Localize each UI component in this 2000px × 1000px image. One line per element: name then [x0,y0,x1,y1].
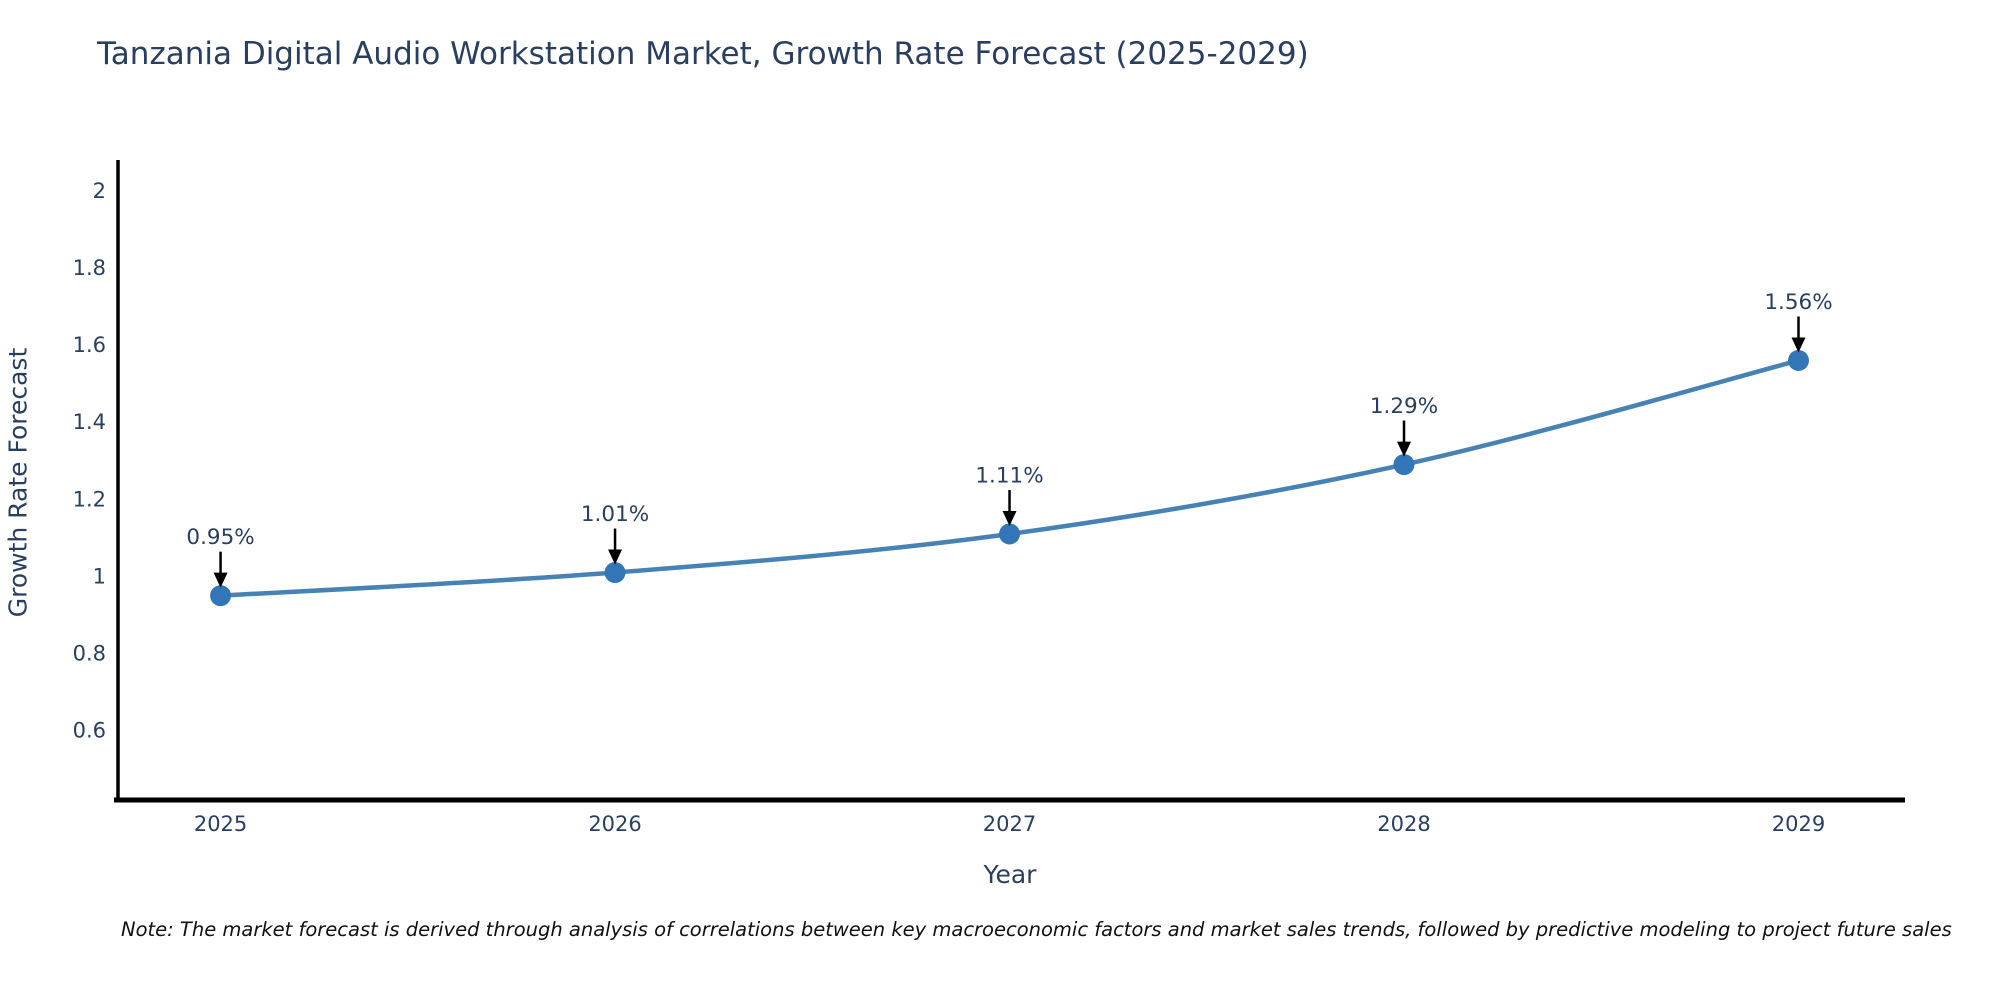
x-tick-label: 2028 [1377,812,1430,836]
x-tick-label: 2029 [1772,812,1825,836]
y-tick-label: 1.4 [73,410,106,434]
annotation-label: 0.95% [186,525,254,550]
x-tick-label: 2025 [194,812,247,836]
footnote: Note: The market forecast is derived thr… [121,918,1952,941]
annotation-label: 1.01% [581,502,649,527]
data-point-marker [999,523,1021,545]
annotation-arrow-head [1002,510,1017,526]
annotation-arrow-head [1397,441,1412,457]
annotation-arrow-head [213,572,228,588]
y-tick-label: 1.2 [73,487,106,511]
annotation-label: 1.29% [1370,394,1438,419]
annotation-label: 1.11% [975,463,1043,488]
chart-title: Tanzania Digital Audio Workstation Marke… [97,36,1309,72]
x-tick-label: 2026 [588,812,641,836]
data-point-marker [1393,454,1415,476]
data-point-marker [1787,349,1809,371]
y-tick-label: 0.6 [73,719,106,743]
annotation-arrow-head [1791,337,1806,353]
y-tick-label: 1.8 [73,256,106,280]
x-tick-label: 2027 [983,812,1036,836]
annotation-label: 1.56% [1764,290,1832,315]
y-tick-label: 0.8 [73,641,106,665]
data-point-marker [210,585,232,607]
data-point-marker [604,562,626,584]
y-tick-label: 1.6 [73,333,106,357]
y-tick-label: 2 [93,179,106,203]
x-axis-title: Year [983,860,1037,889]
y-tick-label: 1 [93,564,106,588]
annotation-arrow-head [608,549,623,565]
